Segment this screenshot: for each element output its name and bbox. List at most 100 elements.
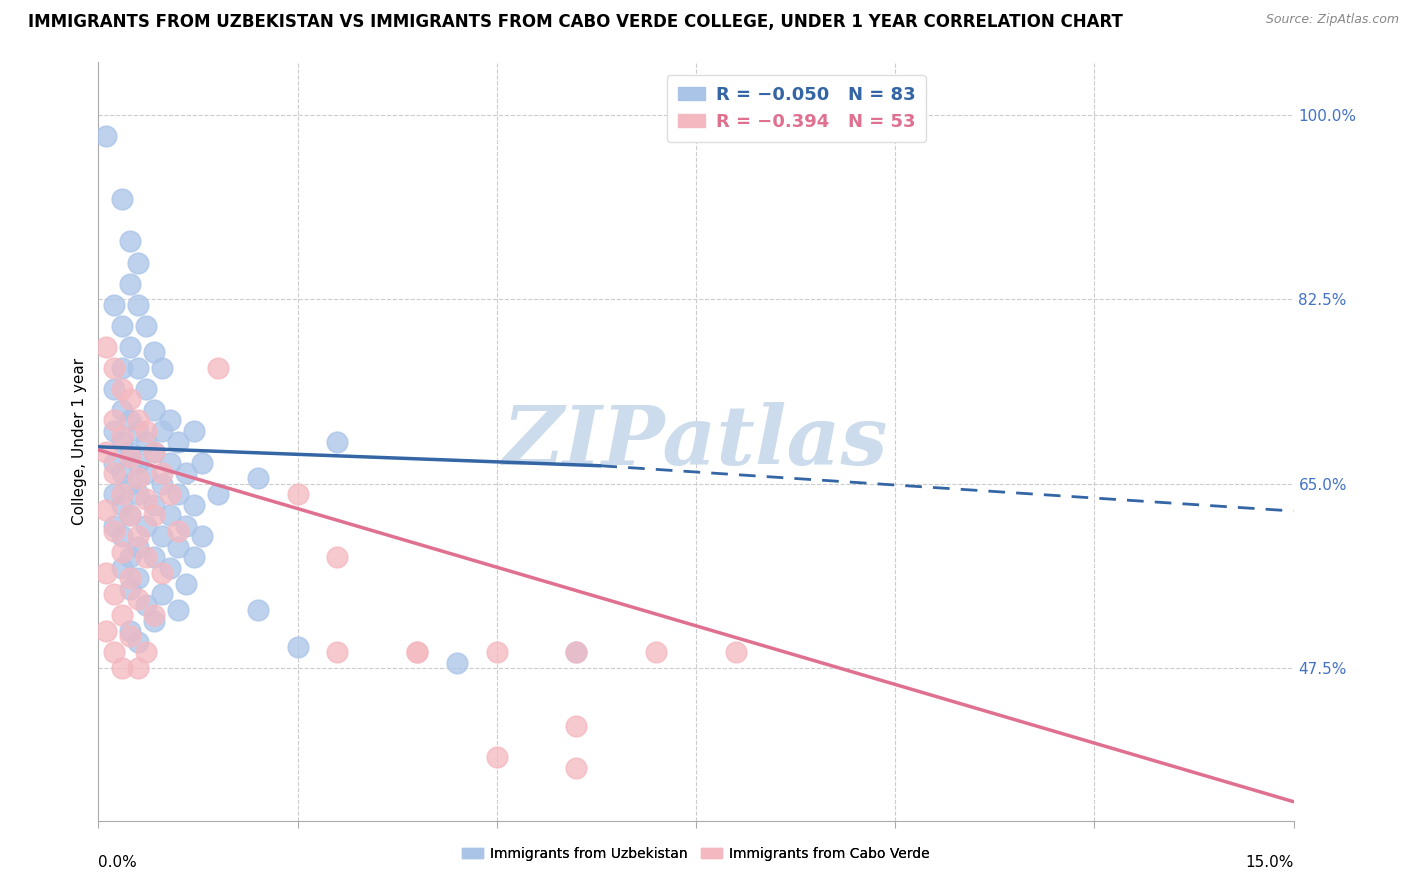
Point [111, 192, 134, 206]
Y-axis label: College, Under 1 year: College, Under 1 year [72, 358, 87, 525]
Point [183, 498, 205, 512]
Point [111, 466, 134, 480]
Point [103, 487, 125, 501]
Point [111, 318, 134, 333]
Text: ZIPatlas: ZIPatlas [503, 401, 889, 482]
Point [135, 598, 157, 612]
Point [135, 318, 157, 333]
Point [103, 466, 125, 480]
Point [103, 413, 125, 427]
Point [111, 561, 134, 575]
Point [143, 508, 166, 523]
Point [645, 645, 668, 659]
Point [246, 471, 269, 485]
Point [143, 550, 166, 565]
Point [111, 529, 134, 543]
Point [159, 413, 181, 427]
Point [111, 498, 134, 512]
Point [159, 456, 181, 470]
Point [127, 456, 149, 470]
Point [167, 524, 190, 538]
Point [120, 235, 142, 249]
Point [326, 645, 349, 659]
Point [150, 529, 173, 543]
Point [406, 645, 429, 659]
Point [96, 624, 118, 639]
Point [103, 360, 125, 375]
Point [485, 645, 508, 659]
Point [143, 614, 166, 628]
Point [207, 360, 229, 375]
Point [150, 360, 173, 375]
Point [120, 571, 142, 585]
Point [167, 487, 190, 501]
Point [103, 587, 125, 601]
Point [143, 403, 166, 417]
Point [111, 608, 134, 623]
Point [135, 382, 157, 396]
Point [150, 476, 173, 491]
Point [127, 634, 149, 648]
Point [143, 445, 166, 459]
Point [167, 434, 190, 449]
Point [111, 545, 134, 559]
Point [120, 508, 142, 523]
Point [111, 434, 134, 449]
Point [406, 645, 429, 659]
Point [127, 661, 149, 675]
Point [127, 471, 149, 485]
Point [159, 487, 181, 501]
Point [565, 645, 588, 659]
Point [96, 129, 118, 144]
Point [246, 603, 269, 617]
Point [111, 661, 134, 675]
Point [120, 277, 142, 291]
Text: IMMIGRANTS FROM UZBEKISTAN VS IMMIGRANTS FROM CABO VERDE COLLEGE, UNDER 1 YEAR C: IMMIGRANTS FROM UZBEKISTAN VS IMMIGRANTS… [28, 13, 1123, 31]
Point [111, 429, 134, 443]
Point [127, 592, 149, 607]
Point [565, 645, 588, 659]
Point [135, 434, 157, 449]
Point [127, 540, 149, 554]
Point [111, 487, 134, 501]
Point [120, 508, 142, 523]
Point [127, 255, 149, 269]
Text: 0.0%: 0.0% [98, 855, 138, 871]
Point [143, 445, 166, 459]
Point [150, 424, 173, 438]
Point [120, 582, 142, 596]
Point [183, 424, 205, 438]
Point [191, 529, 214, 543]
Point [150, 466, 173, 480]
Point [127, 360, 149, 375]
Point [150, 566, 173, 581]
Point [724, 645, 747, 659]
Point [326, 434, 349, 449]
Point [174, 518, 197, 533]
Point [174, 466, 197, 480]
Point [96, 340, 118, 354]
Point [287, 640, 309, 654]
Point [150, 587, 173, 601]
Point [120, 450, 142, 465]
Point [96, 566, 118, 581]
Point [103, 645, 125, 659]
Point [135, 550, 157, 565]
Point [111, 382, 134, 396]
Point [103, 382, 125, 396]
Point [183, 550, 205, 565]
Point [103, 518, 125, 533]
Point [485, 750, 508, 764]
Point [167, 540, 190, 554]
Point [103, 456, 125, 470]
Point [446, 656, 468, 670]
Point [127, 529, 149, 543]
Point [120, 340, 142, 354]
Point [287, 487, 309, 501]
Point [96, 503, 118, 517]
Point [127, 487, 149, 501]
Legend: Immigrants from Uzbekistan, Immigrants from Cabo Verde: Immigrants from Uzbekistan, Immigrants f… [457, 842, 935, 867]
Point [143, 608, 166, 623]
Point [135, 518, 157, 533]
Point [120, 413, 142, 427]
